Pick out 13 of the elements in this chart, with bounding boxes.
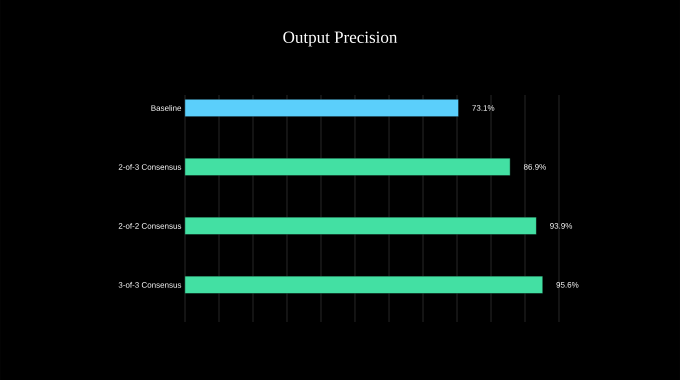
data-label: 95.6%: [556, 282, 578, 288]
bar: [184, 217, 536, 235]
bar: [184, 158, 510, 176]
y-tick-label: 2-of-3 Consensus: [118, 164, 182, 170]
y-tick-label: 2-of-2 Consensus: [118, 222, 182, 229]
bar: [184, 276, 543, 294]
chart-title: Output Precision: [283, 32, 398, 46]
data-label: 93.9%: [550, 223, 572, 229]
bar: [184, 99, 459, 117]
y-tick-label: 3-of-3 Consensus: [118, 282, 182, 288]
data-label: 86.9%: [524, 164, 546, 170]
data-label: 73.1%: [472, 105, 494, 111]
y-tick-label: Baseline: [151, 105, 182, 111]
